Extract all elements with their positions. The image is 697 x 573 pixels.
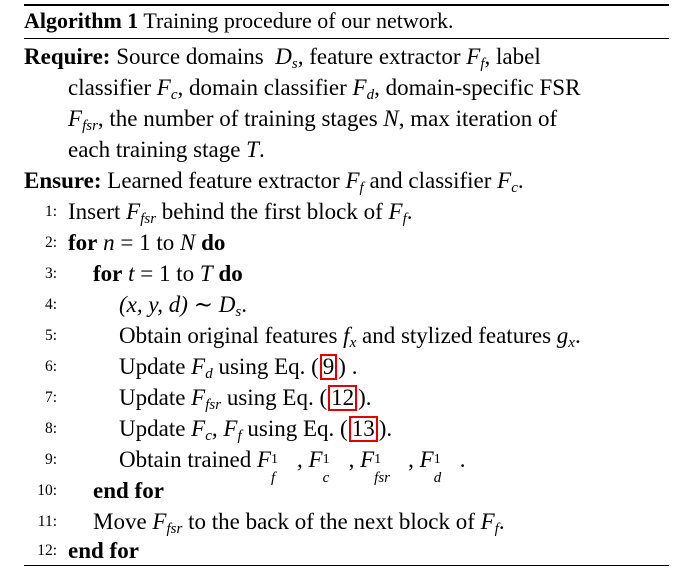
caption-rule	[24, 38, 669, 39]
equation-ref-link[interactable]: 12	[328, 385, 358, 411]
algorithm-title: Training procedure of our network.	[143, 8, 454, 33]
step-12: end for	[68, 538, 139, 563]
require-line-2: classifier Fc, domain classifier Fd, dom…	[68, 75, 581, 103]
step-2: for n = 1 to N do	[68, 230, 226, 255]
algorithm-label: Algorithm 1	[24, 8, 139, 33]
equation-ref-link[interactable]: 9	[319, 354, 338, 380]
step-1: Insert Ffsr behind the first block of Ff…	[68, 199, 413, 227]
bottom-rule	[24, 565, 669, 566]
line-number: 8:	[44, 420, 57, 437]
step-4: (x, y, d) ∼ Ds.	[119, 292, 247, 320]
line-number: 1:	[44, 203, 57, 220]
line-number: 5:	[44, 327, 57, 344]
line-number: 2:	[44, 234, 57, 251]
line-number: 9:	[44, 451, 57, 468]
line-number: 7:	[44, 389, 57, 406]
line-number: 10:	[37, 482, 57, 499]
line-number: 11:	[37, 513, 57, 530]
require-line-1: Require: Source domains Ds, feature extr…	[24, 44, 541, 72]
require-line-3: Ffsr, the number of training stages N, m…	[68, 106, 558, 134]
step-5: Obtain original features fx and stylized…	[119, 323, 581, 351]
top-rule	[24, 4, 669, 6]
step-7: Update Ffsr using Eq. (12).	[119, 385, 372, 413]
line-number: 3:	[44, 265, 57, 282]
require-line-4: each training stage T.	[68, 137, 265, 162]
ensure-line: Ensure: Learned feature extractor Ff and…	[24, 168, 524, 196]
step-3: for t = 1 to T do	[93, 261, 243, 286]
line-number: 4:	[44, 296, 57, 313]
line-number: 12:	[37, 542, 57, 559]
step-6: Update Fd using Eq. (9) .	[119, 354, 358, 382]
equation-ref-link[interactable]: 13	[348, 416, 378, 442]
require-label: Require:	[24, 44, 111, 69]
step-11: Move Ffsr to the back of the next block …	[93, 509, 505, 537]
step-10: end for	[93, 478, 164, 503]
line-number: 6:	[44, 358, 57, 375]
ensure-label: Ensure:	[24, 168, 102, 193]
step-8: Update Fc, Ff using Eq. (13).	[119, 416, 393, 444]
algorithm-caption: Algorithm 1 Training procedure of our ne…	[24, 5, 674, 36]
